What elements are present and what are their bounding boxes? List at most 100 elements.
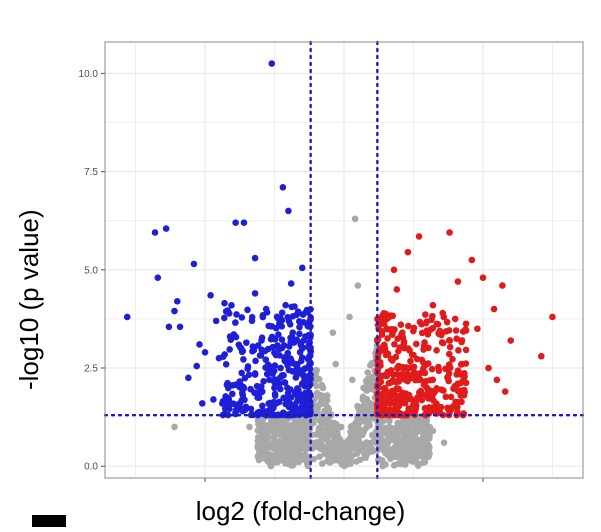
point-ns	[269, 433, 277, 441]
point-ns	[425, 452, 433, 460]
point-down	[282, 411, 289, 419]
point-up	[435, 403, 443, 411]
point-ns	[349, 440, 356, 447]
point-up	[443, 318, 451, 326]
point-up	[393, 405, 401, 412]
point-ns	[414, 462, 422, 470]
point-down	[207, 292, 214, 299]
point-ns	[365, 419, 373, 427]
point-ns	[362, 386, 370, 394]
point-down	[280, 342, 288, 349]
point-up	[462, 327, 470, 334]
point-down	[269, 370, 276, 378]
panel-border	[104, 41, 584, 479]
point-ns	[440, 439, 448, 446]
point-down	[281, 354, 288, 362]
point-up	[462, 346, 470, 354]
point-up	[479, 274, 487, 281]
point-down	[295, 318, 303, 325]
point-ns	[358, 443, 366, 451]
point-up	[455, 347, 462, 354]
point-ns	[384, 433, 392, 440]
point-ns	[270, 421, 278, 429]
point-down	[162, 225, 170, 232]
point-ns	[405, 447, 413, 454]
point-ns	[171, 423, 178, 431]
point-down	[254, 342, 262, 349]
point-down	[229, 400, 237, 407]
point-up	[458, 360, 466, 368]
point-ns	[286, 453, 293, 461]
point-down	[278, 309, 286, 317]
point-down	[287, 339, 295, 347]
point-down	[291, 303, 298, 310]
point-down	[238, 314, 246, 321]
point-up	[413, 355, 421, 363]
point-up	[422, 377, 430, 385]
point-down	[251, 290, 259, 297]
point-down	[225, 310, 233, 317]
point-up	[404, 345, 412, 352]
point-down	[244, 306, 251, 314]
point-up	[433, 347, 440, 354]
point-down	[237, 345, 245, 352]
point-up	[446, 343, 454, 351]
point-down	[271, 392, 279, 400]
point-ns	[314, 438, 321, 446]
point-down	[265, 322, 272, 330]
y-tick-label: 2.5	[84, 364, 98, 375]
point-up	[422, 311, 429, 318]
point-up	[425, 360, 432, 367]
point-up	[412, 376, 419, 384]
point-up	[457, 392, 465, 399]
point-up	[382, 351, 390, 359]
point-ns	[362, 425, 370, 432]
point-up	[382, 310, 389, 318]
point-ns	[394, 446, 402, 454]
point-up	[458, 398, 465, 406]
point-ns	[328, 439, 336, 447]
point-up	[421, 339, 428, 346]
point-down	[233, 311, 240, 318]
point-ns	[420, 430, 427, 438]
point-down	[262, 356, 270, 364]
point-down	[295, 366, 302, 373]
point-up	[444, 374, 452, 382]
point-down	[296, 330, 303, 338]
point-ns	[402, 455, 409, 463]
point-ns	[266, 459, 273, 467]
point-up	[442, 365, 449, 373]
point-down	[268, 60, 276, 67]
point-up	[393, 364, 401, 372]
point-ns	[337, 438, 344, 445]
point-up	[400, 340, 408, 348]
point-down	[251, 370, 259, 377]
point-down	[229, 390, 236, 398]
point-ns	[282, 429, 290, 437]
point-down	[293, 311, 301, 318]
point-ns	[368, 382, 376, 390]
point-up	[453, 371, 460, 378]
point-ns	[411, 446, 418, 453]
point-up	[412, 402, 420, 409]
point-up	[454, 403, 461, 411]
point-ns	[356, 456, 364, 464]
point-down	[276, 351, 283, 359]
point-ns	[327, 424, 335, 432]
point-down	[287, 280, 295, 287]
point-ns	[364, 369, 372, 376]
point-down	[225, 395, 232, 403]
point-up	[428, 316, 435, 324]
point-down	[304, 308, 312, 316]
point-ns	[324, 403, 331, 411]
point-down	[251, 254, 259, 262]
point-down	[222, 360, 230, 368]
point-up	[433, 320, 441, 328]
point-up	[430, 397, 437, 404]
point-ns	[339, 454, 347, 461]
point-down	[277, 314, 284, 322]
point-up	[485, 364, 492, 372]
point-up	[404, 371, 411, 378]
point-up	[442, 393, 450, 401]
point-ns	[255, 420, 262, 428]
